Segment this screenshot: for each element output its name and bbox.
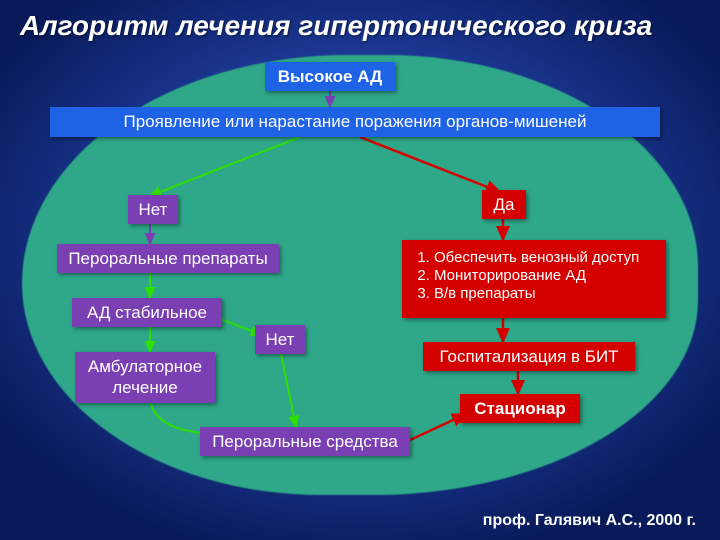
slide-title: Алгоритм лечения гипертонического криза xyxy=(20,10,652,42)
node-yes: Да xyxy=(482,190,526,219)
node-action-list: Обеспечить венозный доступМониторировани… xyxy=(402,240,666,318)
list-item: Обеспечить венозный доступ xyxy=(434,249,652,266)
node-high_bp: Высокое АД xyxy=(265,62,395,91)
node-no2: Нет xyxy=(255,325,305,354)
node-oral_means: Пероральные средства xyxy=(200,427,410,456)
list-item: Мониторирование АД xyxy=(434,267,652,284)
node-oral_prep: Пероральные препараты xyxy=(57,244,279,273)
node-manifest: Проявление или нарастание поражения орга… xyxy=(50,107,660,137)
footer-citation: проф. Галявич А.С., 2000 г. xyxy=(483,512,696,530)
list-item: В/в препараты xyxy=(434,285,652,302)
node-no1: Нет xyxy=(128,195,178,224)
node-hospitalize: Госпитализация в БИТ xyxy=(423,342,635,371)
node-stationary: Стационар xyxy=(460,394,580,423)
node-ambulatory: Амбулаторное лечение xyxy=(75,352,215,403)
node-bp_stable: АД стабильное xyxy=(72,298,222,327)
